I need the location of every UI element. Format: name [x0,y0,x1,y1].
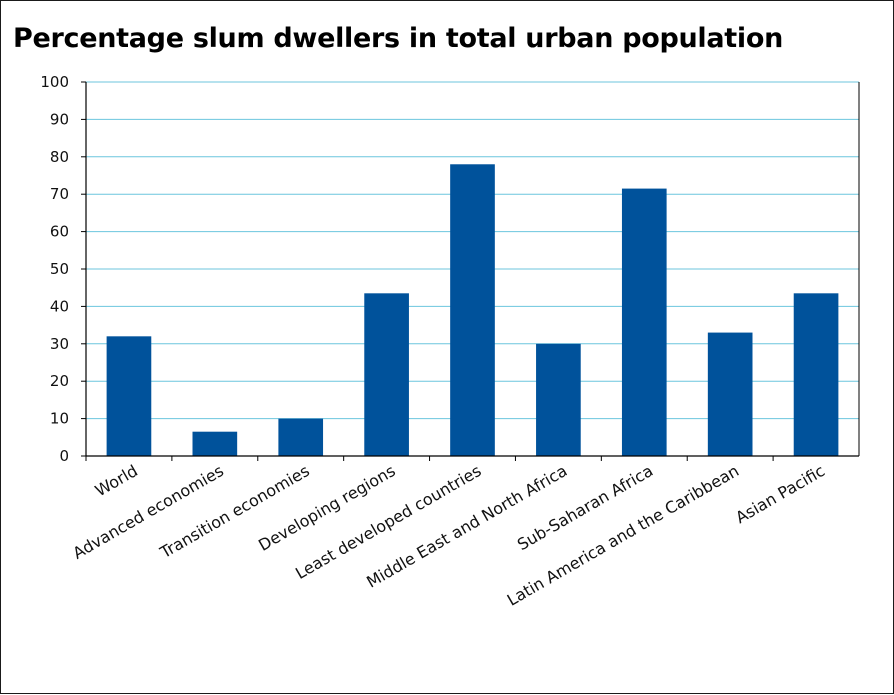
y-tick-label: 0 [59,447,69,465]
y-tick-label: 10 [50,410,69,428]
bar [621,188,667,456]
y-tick-label: 70 [50,185,69,203]
y-tick-label: 40 [50,297,69,315]
y-tick-label: 80 [50,148,69,166]
x-category-label: Advanced economies [70,461,227,563]
bar [793,293,839,456]
y-tick-label: 100 [40,73,69,91]
x-category-label: Transition economies [156,461,313,562]
y-tick-label: 30 [50,335,69,353]
y-tick-label: 60 [50,223,69,241]
bar [364,293,409,456]
y-tick-label: 20 [50,372,69,390]
y-tick-label: 90 [50,110,69,128]
bar [450,164,495,456]
bars [106,164,839,456]
x-category-label: Developing regions [255,461,398,555]
bar [707,332,753,456]
x-category-label: World [92,461,141,500]
bar [278,418,324,456]
bar [536,343,581,456]
axes [81,81,860,461]
x-category-label: Asian Pacific [732,461,828,527]
chart-title: Percentage slum dwellers in total urban … [13,23,784,54]
bar [192,431,238,456]
y-tick-label: 50 [50,260,69,278]
y-tick-labels: 0 10 20 30 40 50 60 70 80 90 100 [40,73,69,465]
bar [106,336,152,456]
